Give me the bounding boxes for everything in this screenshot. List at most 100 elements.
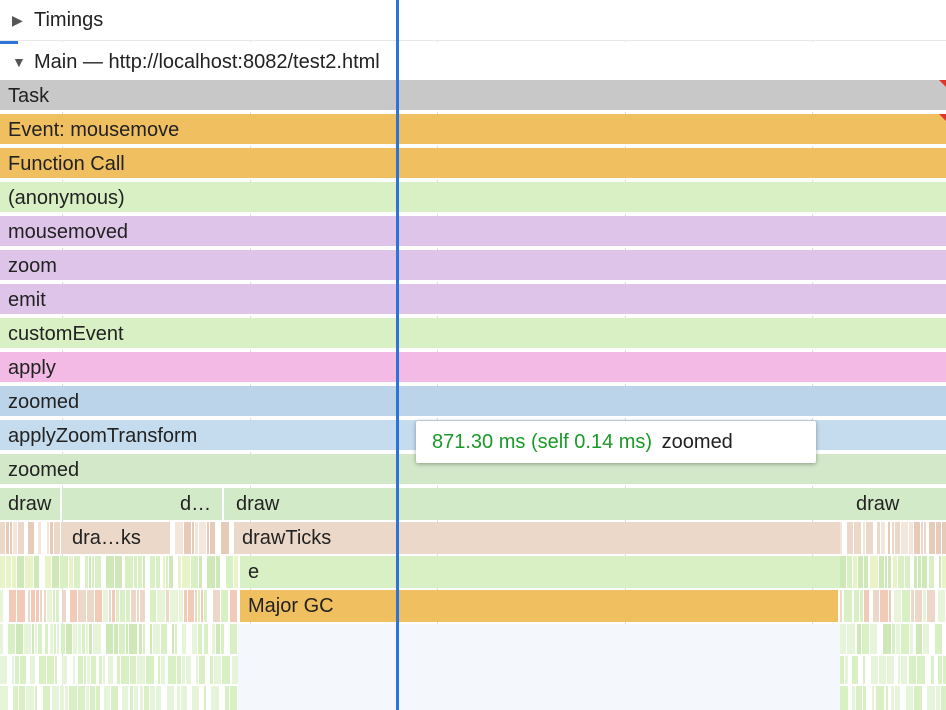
thin-slice [106, 556, 114, 588]
thin-slice [939, 556, 941, 588]
thin-slice [62, 656, 67, 684]
thin-slice [880, 590, 888, 622]
thin-slice [840, 556, 846, 588]
thin-slice [161, 624, 167, 654]
thin-slice [50, 522, 53, 554]
thin-slice [179, 590, 183, 622]
thin-slice [929, 556, 934, 588]
flame-row-task[interactable]: Task [0, 80, 946, 112]
thin-slice [86, 686, 89, 710]
flame-row-zoom[interactable]: zoom [0, 250, 946, 282]
thin-slice [62, 590, 66, 622]
thin-slice [126, 624, 128, 654]
thin-slice [12, 556, 16, 588]
flame-cell-major-gc[interactable]: Major GC [240, 590, 838, 622]
thin-slice [879, 656, 886, 684]
thin-slice [917, 656, 925, 684]
thin-slice [195, 522, 198, 554]
thin-slice [30, 656, 35, 684]
flame-cell-draw-ticks-short[interactable]: dra…ks [64, 522, 170, 554]
thin-slice [167, 686, 174, 710]
flame-row-event-mousemove[interactable]: Event: mousemove [0, 114, 946, 146]
flame-cell-draw[interactable]: draw [848, 488, 946, 520]
thin-slice [866, 522, 873, 554]
thin-slice [150, 686, 155, 710]
thin-slice [96, 686, 100, 710]
thin-slice [175, 624, 177, 654]
thin-slice [891, 686, 894, 710]
thin-slice [18, 522, 24, 554]
thin-slice [847, 522, 853, 554]
thin-slice [938, 656, 942, 684]
thin-slice [87, 656, 90, 684]
thin-slice [15, 656, 19, 684]
flame-row-function-call[interactable]: Function Call [0, 148, 946, 180]
flame-cell-draw[interactable]: draw [228, 488, 840, 520]
thin-slice [936, 522, 941, 554]
thin-slice [182, 656, 185, 684]
flame-cell-draw[interactable]: draw [0, 488, 62, 520]
flame-row-apply[interactable]: apply [0, 352, 946, 384]
thin-slice [906, 686, 913, 710]
thin-slice [214, 656, 221, 684]
thin-slice [888, 522, 890, 554]
expand-arrow-icon[interactable]: ▶ [12, 12, 23, 28]
time-cursor-line[interactable] [396, 0, 399, 710]
thin-slice [28, 590, 30, 622]
thin-slice [34, 556, 39, 588]
tooltip-name: zoomed [661, 431, 733, 453]
thin-slice [78, 590, 86, 622]
thin-slice [856, 686, 862, 710]
main-track-header[interactable]: ▼ Main — http://localhost:8082/test2.htm… [0, 42, 946, 83]
flame-cell-draw-short[interactable]: d… [172, 488, 224, 520]
thin-slice [862, 624, 869, 654]
thin-slice [93, 624, 101, 654]
thin-slice [177, 656, 181, 684]
thin-slice [0, 624, 3, 654]
thin-slice [881, 522, 885, 554]
thin-slice [901, 624, 909, 654]
thin-slice [52, 556, 59, 588]
thin-slice [923, 590, 926, 622]
thin-slice [216, 624, 220, 654]
thin-slice [895, 522, 900, 554]
thin-slice [876, 686, 884, 710]
thin-slice [877, 522, 880, 554]
thin-slice [47, 656, 54, 684]
thin-slice [840, 624, 846, 654]
thin-slice [845, 656, 848, 684]
thin-slice [8, 624, 15, 654]
thin-slice [66, 624, 72, 654]
thin-slice [54, 522, 60, 554]
thin-slice [936, 686, 940, 710]
thin-slice [942, 556, 946, 588]
thin-slice [914, 556, 917, 588]
flame-cell-e[interactable]: e [240, 556, 840, 588]
flame-row-anonymous[interactable]: (anonymous) [0, 182, 946, 214]
flame-tooltip: 871.30 ms (self 0.14 ms) zoomed [416, 421, 816, 463]
thin-slice [163, 556, 165, 588]
thin-slice [36, 590, 39, 622]
thin-slice [138, 556, 142, 588]
flame-row-emit[interactable]: emit [0, 284, 946, 316]
collapse-arrow-icon[interactable]: ▼ [12, 54, 26, 70]
thin-slice [204, 686, 206, 710]
thin-slice [221, 522, 229, 554]
timings-track-header[interactable]: ▶ Timings [0, 0, 946, 41]
thin-slice [938, 590, 945, 622]
main-track-label: Main — http://localhost:8082/test2.html [34, 51, 380, 73]
thin-slice [82, 624, 85, 654]
thin-slice [115, 556, 122, 588]
thin-slice [198, 590, 200, 622]
thin-slice [125, 556, 133, 588]
flame-row-mousemoved[interactable]: mousemoved [0, 216, 946, 248]
flame-row-zoomed[interactable]: zoomed [0, 386, 946, 418]
thin-slice [166, 556, 168, 588]
flame-cell-draw-ticks[interactable]: drawTicks [234, 522, 840, 554]
thin-slice [103, 656, 105, 684]
thin-slice [922, 556, 927, 588]
thin-slice [184, 522, 191, 554]
thin-slice [0, 556, 5, 588]
flame-row-custom-event[interactable]: customEvent [0, 318, 946, 350]
thin-slice [13, 686, 18, 710]
